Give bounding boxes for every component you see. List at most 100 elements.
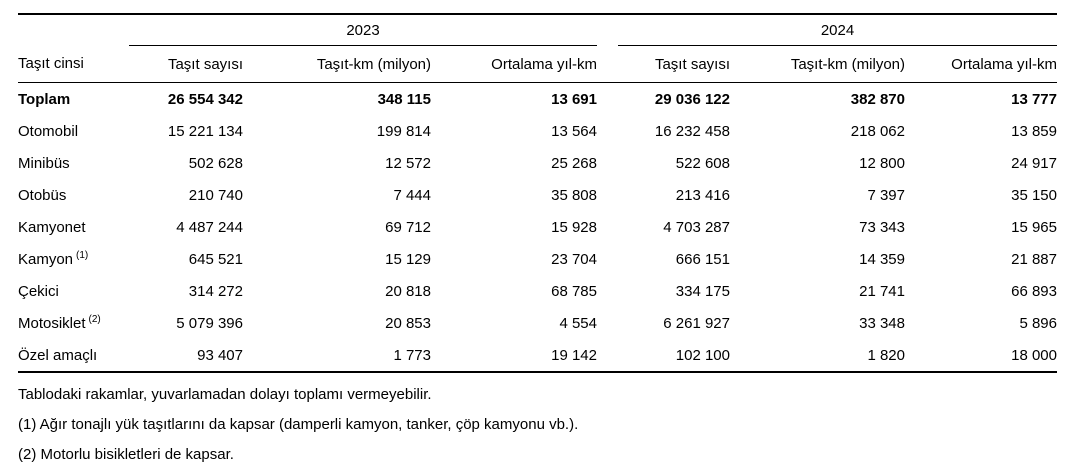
cell-vehicle-km-2023: 348 115	[377, 90, 431, 108]
table-row-motosiklet: Motosiklet (2) 5 079 396 20 853 4 554 6 2…	[18, 307, 1057, 339]
footnote-ref-2: (2)	[88, 313, 101, 325]
row-label-text: Özel amaçlı	[18, 346, 98, 364]
cell-spacer	[597, 243, 618, 275]
cell-vehicle-count-2023: 93 407	[129, 339, 243, 373]
row-label: Çekici	[18, 275, 129, 307]
cell-avg-yearly-km-2024: 15 965	[1011, 218, 1057, 236]
cell-avg-yearly-km-2024: 13 859	[1011, 122, 1057, 140]
cell-vehicle-count-2023: 645 521	[188, 250, 243, 268]
cell-vehicle-km-2024: 7 397	[867, 186, 905, 204]
cell-avg-yearly-km-2024: 66 893	[1011, 282, 1057, 300]
table-row-ozel-amacli: Özel amaçlı 93 407 1 773 19 142 102 100 …	[18, 339, 1057, 373]
year-row-spacer-cell	[597, 13, 618, 46]
cell-avg-yearly-km-2023: 23 704	[551, 250, 597, 268]
table-row-otobus: Otobüs 210 740 7 444 35 808 213 416 7 39…	[18, 179, 1057, 211]
cell-vehicle-km-2023: 12 572	[385, 154, 431, 172]
cell-vehicle-count-2024: 102 100	[618, 339, 730, 373]
table-row-cekici: Çekici 314 272 20 818 68 785 334 175 21 …	[18, 275, 1057, 307]
column-header-avg-yearly-km-2023: Ortalama yıl-km	[431, 45, 597, 83]
cell-vehicle-km-2023: 7 444	[393, 186, 431, 204]
cell-spacer	[597, 307, 618, 339]
row-label-text: Otobüs	[18, 186, 67, 204]
cell-vehicle-km-2023: 15 129	[385, 250, 431, 268]
cell-avg-yearly-km-2024: 21 887	[1011, 250, 1057, 268]
cell-vehicle-count-2023: 502 628	[188, 154, 243, 172]
cell-avg-yearly-km-2023: 68 785	[551, 282, 597, 300]
column-header-row: Taşıt cinsi Taşıt sayısı Taşıt-km (milyo…	[18, 45, 1057, 83]
row-label: Motosiklet (2)	[18, 307, 129, 339]
row-label-text: Minibüs	[18, 154, 70, 172]
column-header-vehicle-km-2023: Taşıt-km (milyon)	[243, 45, 431, 83]
cell-vehicle-count-2024: 29 036 122	[654, 90, 730, 108]
cell-spacer	[597, 179, 618, 211]
footnote-1: (1) Ağır tonajlı yük taşıtlarını da kaps…	[18, 416, 579, 433]
column-header-avg-yearly-km-2024: Ortalama yıl-km	[905, 45, 1057, 83]
row-label-text: Kamyon	[18, 250, 74, 268]
row-label: Kamyon (1)	[18, 243, 129, 275]
row-label: Özel amaçlı	[18, 339, 129, 373]
cell-avg-yearly-km-2024: 24 917	[1011, 154, 1057, 172]
column-header-vehicle-type: Taşıt cinsi	[18, 45, 129, 83]
cell-spacer	[597, 147, 618, 179]
cell-vehicle-km-2024: 382 870	[850, 90, 905, 108]
footnote-rounding: Tablodaki rakamlar, yuvarlamadan dolayı …	[18, 386, 432, 403]
cell-spacer	[597, 115, 618, 147]
cell-avg-yearly-km-2023: 13 691	[551, 90, 597, 108]
cell-spacer	[597, 83, 618, 116]
cell-avg-yearly-km-2024: 13 777	[1011, 90, 1057, 108]
footnote-2: (2) Motorlu bisikletleri de kapsar.	[18, 446, 234, 463]
cell-vehicle-km-2024: 33 348	[859, 314, 905, 332]
vehicle-km-table: 2023 2024 Taşıt cinsi Taşıt sayısı Taşıt…	[18, 13, 1057, 373]
cell-spacer	[597, 339, 618, 373]
row-label: Toplam	[18, 83, 129, 116]
cell-avg-yearly-km-2023: 25 268	[551, 154, 597, 172]
row-label-text: Kamyonet	[18, 218, 86, 236]
row-label: Otobüs	[18, 179, 129, 211]
cell-vehicle-km-2024: 218 062	[850, 122, 905, 140]
cell-vehicle-km-2024: 73 343	[859, 218, 905, 236]
table-row-kamyon: Kamyon (1) 645 521 15 129 23 704 666 151 …	[18, 243, 1057, 275]
cell-vehicle-count-2024: 6 261 927	[663, 314, 730, 332]
cell-vehicle-count-2023: 15 221 134	[167, 122, 243, 140]
cell-vehicle-km-2023: 1 773	[243, 339, 431, 373]
table-row-kamyonet: Kamyonet 4 487 244 69 712 15 928 4 703 2…	[18, 211, 1057, 243]
cell-vehicle-km-2024: 12 800	[859, 154, 905, 172]
cell-vehicle-count-2023: 314 272	[188, 282, 243, 300]
cell-vehicle-count-2024: 4 703 287	[663, 218, 730, 236]
year-row-empty-cell	[18, 13, 129, 46]
cell-vehicle-km-2023: 69 712	[385, 218, 431, 236]
cell-spacer	[597, 275, 618, 307]
table-row-minibus: Minibüs 502 628 12 572 25 268 522 608 12…	[18, 147, 1057, 179]
cell-vehicle-count-2024: 334 175	[675, 282, 730, 300]
column-header-spacer	[597, 45, 618, 83]
row-label: Otomobil	[18, 115, 129, 147]
row-label: Minibüs	[18, 147, 129, 179]
row-label-text: Motosiklet	[18, 314, 86, 332]
cell-vehicle-count-2023: 210 740	[188, 186, 243, 204]
column-header-vehicle-km-2024: Taşıt-km (milyon)	[730, 45, 905, 83]
cell-avg-yearly-km-2024: 18 000	[905, 339, 1057, 373]
cell-avg-yearly-km-2024: 35 150	[1011, 186, 1057, 204]
cell-vehicle-count-2024: 16 232 458	[654, 122, 730, 140]
cell-vehicle-km-2023: 20 818	[385, 282, 431, 300]
table-row-total: Toplam 26 554 342 348 115 13 691 29 036 …	[18, 83, 1057, 116]
cell-avg-yearly-km-2023: 13 564	[551, 122, 597, 140]
row-label-text: Otomobil	[18, 122, 79, 140]
cell-vehicle-count-2024: 666 151	[675, 250, 730, 268]
column-header-vehicle-count-2024: Taşıt sayısı	[618, 45, 730, 83]
cell-avg-yearly-km-2023: 15 928	[551, 218, 597, 236]
cell-vehicle-km-2023: 20 853	[385, 314, 431, 332]
row-label-text: Toplam	[18, 90, 71, 108]
cell-vehicle-count-2023: 4 487 244	[176, 218, 243, 236]
cell-vehicle-km-2023: 199 814	[376, 122, 431, 140]
row-label-text: Çekici	[18, 282, 59, 300]
cell-avg-yearly-km-2024: 5 896	[1019, 314, 1057, 332]
cell-vehicle-count-2023: 26 554 342	[167, 90, 243, 108]
footnote-ref-1: (1)	[76, 249, 89, 261]
cell-vehicle-count-2023: 5 079 396	[176, 314, 243, 332]
cell-avg-yearly-km-2023: 4 554	[559, 314, 597, 332]
cell-vehicle-km-2024: 21 741	[859, 282, 905, 300]
table-row-otomobil: Otomobil 15 221 134 199 814 13 564 16 23…	[18, 115, 1057, 147]
year-header-2023: 2023	[129, 13, 597, 46]
